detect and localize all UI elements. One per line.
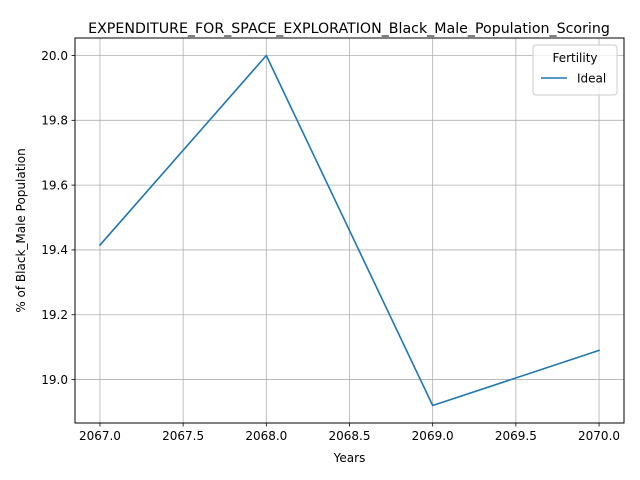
legend: Fertility Ideal bbox=[532, 44, 618, 96]
legend-title: Fertility bbox=[552, 51, 597, 65]
x-tick-label: 2069.0 bbox=[412, 429, 454, 443]
legend-box bbox=[532, 44, 618, 96]
series-lines bbox=[98, 54, 601, 407]
x-tick-label: 2067.5 bbox=[162, 429, 204, 443]
y-tick-label: 19.8 bbox=[41, 114, 68, 128]
y-axis-label: % of Black_Male Population bbox=[14, 148, 28, 312]
y-tick-label: 19.2 bbox=[41, 308, 68, 322]
y-tick-label: 19.4 bbox=[41, 243, 68, 257]
y-tick-label: 19.0 bbox=[41, 373, 68, 387]
chart-title: EXPENDITURE_FOR_SPACE_EXPLORATION_Black_… bbox=[88, 21, 610, 37]
axis-ticks: 2067.0 2067.5 2068.0 2068.5 2069.0 2069.5 2070… bbox=[41, 49, 620, 443]
y-tick-label: 20.0 bbox=[41, 49, 68, 63]
x-axis-label: Years bbox=[333, 451, 366, 465]
legend-entry-label: Ideal bbox=[577, 72, 606, 86]
series-line-ideal bbox=[98, 54, 601, 407]
grid-lines bbox=[75, 38, 624, 423]
x-tick-label: 2070.0 bbox=[578, 429, 620, 443]
x-tick-label: 2068.0 bbox=[245, 429, 287, 443]
x-tick-label: 2067.0 bbox=[79, 429, 121, 443]
x-tick-label: 2068.5 bbox=[329, 429, 371, 443]
y-tick-label: 19.6 bbox=[41, 178, 68, 192]
x-tick-label: 2069.5 bbox=[495, 429, 537, 443]
